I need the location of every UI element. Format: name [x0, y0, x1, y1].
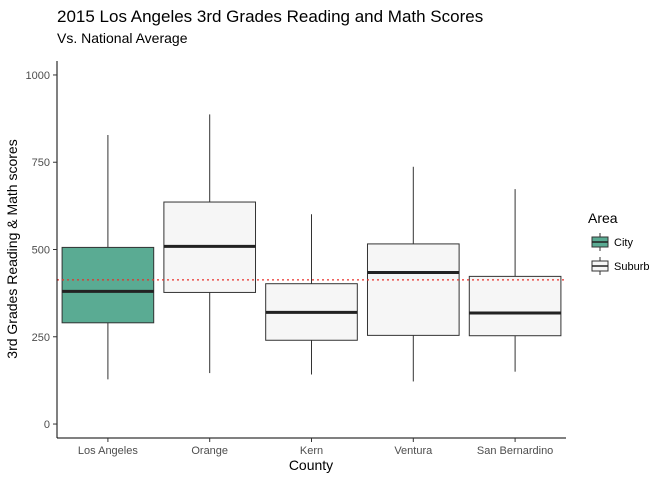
x-axis-ticks: Los Angeles Orange Kern Ventura San Bernardi… — [78, 438, 553, 457]
box-body — [468, 275, 562, 337]
x-tick-label: Orange — [191, 445, 228, 457]
y-tick-label: 750 — [32, 157, 50, 169]
y-axis-title: 3rd Grades Reading & Math scores — [4, 139, 20, 358]
legend-entries: City Suburb — [591, 233, 649, 275]
y-tick-label: 250 — [32, 332, 50, 344]
box-san-bernardino — [468, 189, 562, 372]
y-axis-ticks: 0 250 500 750 1000 — [26, 70, 57, 431]
x-tick-label: Ventura — [394, 445, 433, 457]
chart-title: 2015 Los Angeles 3rd Grades Reading and … — [57, 7, 483, 26]
legend-entry-suburb: Suburb — [591, 257, 649, 275]
legend-label: Suburb — [614, 261, 649, 273]
y-tick-label: 1000 — [26, 70, 50, 82]
x-tick-label: Kern — [300, 445, 323, 457]
plot-area — [57, 114, 566, 382]
legend-entry-city: City — [591, 233, 633, 251]
x-axis-title: County — [289, 457, 333, 473]
legend: Area City Suburb — [588, 210, 649, 275]
box-body — [61, 246, 155, 324]
legend-title: Area — [588, 210, 618, 226]
box-body — [366, 243, 460, 336]
y-tick-label: 0 — [44, 419, 50, 431]
x-tick-label: Los Angeles — [78, 445, 138, 457]
box-kern — [265, 214, 358, 375]
legend-label: City — [614, 237, 633, 249]
y-tick-label: 500 — [32, 245, 50, 257]
box-ventura — [366, 166, 460, 382]
chart-subtitle: Vs. National Average — [57, 30, 188, 46]
box-los-angeles — [61, 135, 155, 380]
x-tick-label: San Bernardino — [477, 445, 553, 457]
box-orange — [163, 114, 257, 374]
